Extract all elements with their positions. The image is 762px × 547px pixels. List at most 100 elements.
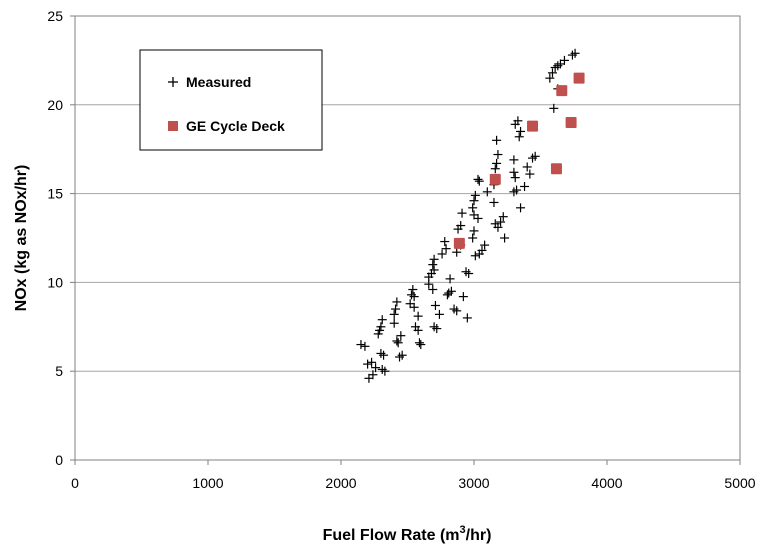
- measured-point: [409, 302, 419, 312]
- y-tick-label-20: 20: [47, 97, 63, 113]
- measured-point: [473, 213, 483, 223]
- measured-point: [393, 338, 403, 348]
- measured-point: [432, 324, 442, 334]
- measured-point: [392, 336, 402, 346]
- measured-point: [430, 300, 440, 310]
- measured-point: [559, 55, 569, 65]
- ge-cycle-deck-point: [565, 117, 577, 129]
- ge-cycle-deck-point: [556, 85, 568, 97]
- y-tick-label-0: 0: [55, 452, 63, 468]
- measured-point: [363, 359, 373, 369]
- y-tick-label-15: 15: [47, 186, 63, 202]
- x-tick-label-2000: 2000: [325, 475, 356, 491]
- legend-label-measured: Measured: [186, 74, 251, 90]
- measured-point: [377, 315, 387, 325]
- measured-point: [493, 222, 503, 232]
- measured-point: [468, 233, 478, 243]
- measured-point: [391, 304, 401, 314]
- measured-point: [413, 325, 423, 335]
- measured-point: [373, 329, 383, 339]
- measured-point: [367, 357, 377, 367]
- x-axis-title-tail: /hr): [466, 527, 492, 544]
- measured-point: [446, 286, 456, 296]
- x-tick-label-0: 0: [71, 475, 79, 491]
- measured-point: [428, 285, 438, 295]
- ge-cycle-deck-point: [527, 120, 539, 132]
- ge-cycle-deck-point: [489, 173, 501, 185]
- measured-point: [440, 237, 450, 247]
- measured-point: [545, 73, 555, 83]
- y-tick-label-25: 25: [47, 8, 63, 24]
- ge-cycle-deck-point: [573, 72, 585, 84]
- measured-point: [414, 338, 424, 348]
- measured-point: [570, 48, 580, 58]
- measured-point: [392, 297, 402, 307]
- y-axis-title: NOx (kg as NOx/hr): [13, 165, 30, 312]
- measured-point: [530, 151, 540, 161]
- measured-point: [368, 370, 378, 380]
- measured-point: [408, 285, 418, 295]
- measured-point: [469, 226, 479, 236]
- measured-point: [428, 260, 438, 270]
- measured-point: [468, 203, 478, 213]
- measured-point: [514, 132, 524, 142]
- measured-point: [464, 269, 474, 279]
- measured-point: [493, 150, 503, 160]
- measured-point: [474, 176, 484, 186]
- measured-point: [490, 164, 500, 174]
- measured-point: [512, 185, 522, 195]
- legend-label-ge-cycle-deck: GE Cycle Deck: [186, 118, 285, 134]
- measured-point: [437, 249, 447, 259]
- ge-cycle-deck-point: [453, 237, 465, 249]
- measured-point: [389, 318, 399, 328]
- ge-cycle-deck-point: [550, 163, 562, 175]
- y-tick-label-5: 5: [55, 363, 63, 379]
- measured-point: [492, 158, 502, 168]
- measured-point: [416, 340, 426, 350]
- measured-point: [496, 217, 506, 227]
- measured-point: [520, 181, 530, 191]
- measured-point: [457, 208, 467, 218]
- measured-point: [522, 162, 532, 172]
- x-axis-ticks: 0 1000 2000 3000 4000 5000: [71, 460, 756, 491]
- measured-point: [376, 322, 386, 332]
- legend: Measured GE Cycle Deck: [139, 49, 323, 151]
- measured-point: [396, 331, 406, 341]
- measured-point: [458, 292, 468, 302]
- y-axis-ticks: 0 5 10 15 20 25: [47, 8, 75, 468]
- measured-point: [525, 169, 535, 179]
- y-tick-label-10: 10: [47, 274, 63, 290]
- measured-point: [492, 135, 502, 145]
- legend-marker-ge-cycle-deck: [168, 121, 178, 131]
- measured-point: [510, 173, 520, 183]
- measured-point: [516, 126, 526, 136]
- measured-point: [482, 187, 492, 197]
- measured-point: [470, 190, 480, 200]
- measured-point: [397, 350, 407, 360]
- measured-point: [360, 341, 370, 351]
- legend-marker-measured: [168, 77, 178, 87]
- legend-box: [139, 49, 323, 151]
- measured-point: [509, 155, 519, 165]
- x-tick-label-4000: 4000: [591, 475, 622, 491]
- measured-point: [389, 309, 399, 319]
- measured-point: [549, 103, 559, 113]
- measured-point: [547, 68, 557, 78]
- measured-point: [498, 212, 508, 222]
- measured-point: [441, 244, 451, 254]
- series-ge-cycle-deck: [453, 72, 585, 249]
- measured-point: [429, 265, 439, 275]
- measured-point: [371, 363, 381, 373]
- measured-point: [489, 197, 499, 207]
- x-axis-title: Fuel Flow Rate (m3/hr): [323, 524, 492, 544]
- measured-point: [513, 116, 523, 126]
- measured-point: [469, 196, 479, 206]
- measured-point: [380, 366, 390, 376]
- measured-point: [356, 340, 366, 350]
- measured-point: [429, 254, 439, 264]
- x-tick-label-3000: 3000: [458, 475, 489, 491]
- x-tick-label-5000: 5000: [724, 475, 755, 491]
- measured-point: [473, 174, 483, 184]
